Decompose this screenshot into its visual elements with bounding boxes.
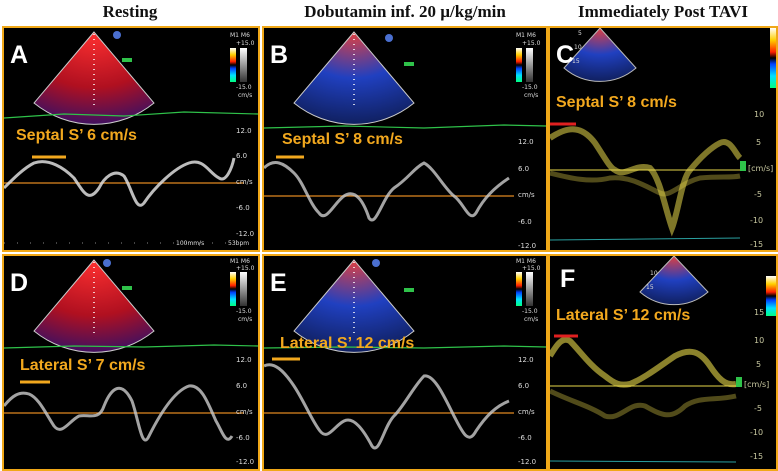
scale-top: +15.0: [522, 265, 541, 272]
tdi-trace: [264, 161, 510, 222]
header-post-tavi: Immediately Post TAVI: [578, 2, 748, 21]
panel-c: C 5 10 15 Septal S’ 8 cm/s 10 5 [cm/s] -…: [548, 26, 778, 252]
scale-bottom: -15.0: [522, 84, 538, 91]
tick: 12.0: [236, 356, 252, 364]
panel-f-graphics: [550, 256, 776, 463]
tick: -10: [750, 428, 764, 437]
scale-unit: cm/s: [524, 92, 539, 99]
scale-unit: cm/s: [238, 316, 253, 323]
sector-image: [563, 28, 637, 82]
tick: -6.0: [518, 434, 532, 442]
ecg-trace: [264, 124, 546, 129]
tick: -6.0: [518, 218, 532, 226]
scale-unit: cm/s: [524, 316, 539, 323]
measurement-label: Lateral S’ 12 cm/s: [280, 335, 415, 352]
panel-label: E: [270, 269, 287, 297]
mode-label: M1 M6: [230, 32, 250, 39]
tick: 12.0: [236, 127, 252, 135]
tick: cm/s: [236, 408, 253, 416]
tick: -5: [754, 404, 762, 413]
panel-f: F 10 15 Lateral S’ 12 cm/s 15 10 5 [cm/s…: [548, 254, 778, 471]
panel-b: B M1 M6 +15.0 -15.0 cm/s Septal S’ 8 cm/…: [262, 26, 548, 252]
depth-mark: 5: [578, 30, 582, 37]
sector-image: [33, 31, 155, 125]
panel-d-graphics: [4, 259, 258, 442]
panel-e: E M1 M6 +15.0 -15.0 cm/s Lateral S’ 12 c…: [262, 254, 548, 471]
tdi-trace: [550, 126, 743, 237]
tick: cm/s: [518, 408, 535, 416]
ecg-trace: [4, 344, 258, 349]
tick: -12.0: [236, 230, 255, 238]
scale-top: +15.0: [236, 40, 255, 47]
sector-image: [293, 31, 415, 125]
tick: -6.0: [236, 434, 250, 442]
panel-c-graphics: [550, 28, 776, 241]
ecg-trace: [4, 111, 258, 119]
tick: -5: [754, 190, 762, 199]
depth-mark: 15: [572, 58, 580, 65]
mode-label: M1 M6: [516, 258, 536, 265]
tick: 6.0: [236, 152, 248, 160]
depth-mark: 10: [650, 270, 658, 277]
measurement-label: Septal S’ 8 cm/s: [556, 94, 677, 111]
tick: cm/s: [236, 178, 253, 186]
ecg-trace: [264, 345, 546, 349]
tdi-trace: [550, 336, 737, 388]
tick: [cm/s]: [744, 380, 770, 389]
header-dobutamin: Dobutamin inf. 20 µ/kg/min: [304, 2, 506, 21]
depth-mark: 15: [646, 284, 654, 291]
panel-label: C: [556, 41, 575, 69]
tick: -12.0: [518, 458, 537, 466]
tick: cm/s: [518, 191, 535, 199]
tdi-trace: [4, 384, 234, 442]
scale-bottom: -15.0: [236, 308, 252, 315]
panel-b-graphics: [264, 31, 546, 222]
mode-label: M1 M6: [516, 32, 536, 39]
panel-a-graphics: [4, 31, 258, 244]
tick: [cm/s]: [748, 164, 774, 173]
tick: -12.0: [236, 458, 255, 466]
scale-bottom: -15.0: [236, 84, 252, 91]
panel-label: B: [270, 41, 289, 69]
tick: -15: [750, 452, 764, 461]
scale-bottom: -15.0: [522, 308, 538, 315]
tdi-trace: [264, 363, 510, 450]
tick: -15: [750, 240, 764, 249]
panel-e-graphics: [264, 259, 546, 450]
tick: -12.0: [518, 242, 537, 250]
scale-unit: cm/s: [238, 92, 253, 99]
panel-label: F: [560, 265, 576, 293]
tick: 5: [756, 138, 762, 147]
mode-label: M1 M6: [230, 258, 250, 265]
panel-label: D: [10, 269, 29, 297]
measurement-label: Septal S’ 6 cm/s: [16, 127, 137, 144]
tick: 10: [754, 110, 765, 119]
tick: 12.0: [518, 356, 534, 364]
tick: 6.0: [236, 382, 248, 390]
measurement-label: Septal S’ 8 cm/s: [282, 131, 403, 148]
sector-image: [33, 259, 155, 353]
tick: 15: [754, 308, 765, 317]
tick: -10: [750, 216, 764, 225]
tick: 5: [756, 360, 762, 369]
heart-rate: 53bpm: [228, 240, 250, 247]
tick: 6.0: [518, 382, 530, 390]
sweep-speed: 100mm/s: [176, 240, 205, 247]
panel-a: A M1 M6 +15.0 -15.0 cm/s Septal S’ 6 cm/…: [2, 26, 260, 252]
sector-image: [293, 259, 415, 353]
tick: 6.0: [518, 165, 530, 173]
header-resting: Resting: [102, 2, 158, 21]
tick: 12.0: [518, 138, 534, 146]
tdi-trace: [4, 157, 236, 207]
panel-label: A: [10, 41, 29, 69]
panel-d: D M1 M6 +15.0 -15.0 cm/s Lateral S’ 7 cm…: [2, 254, 260, 471]
tick: 10: [754, 336, 765, 345]
scale-top: +15.0: [236, 265, 255, 272]
tick: -6.0: [236, 204, 250, 212]
sector-image: [639, 256, 709, 306]
measurement-label: Lateral S’ 7 cm/s: [20, 357, 146, 374]
depth-mark: 10: [574, 44, 582, 51]
scale-top: +15.0: [522, 40, 541, 47]
measurement-label: Lateral S’ 12 cm/s: [556, 307, 691, 324]
